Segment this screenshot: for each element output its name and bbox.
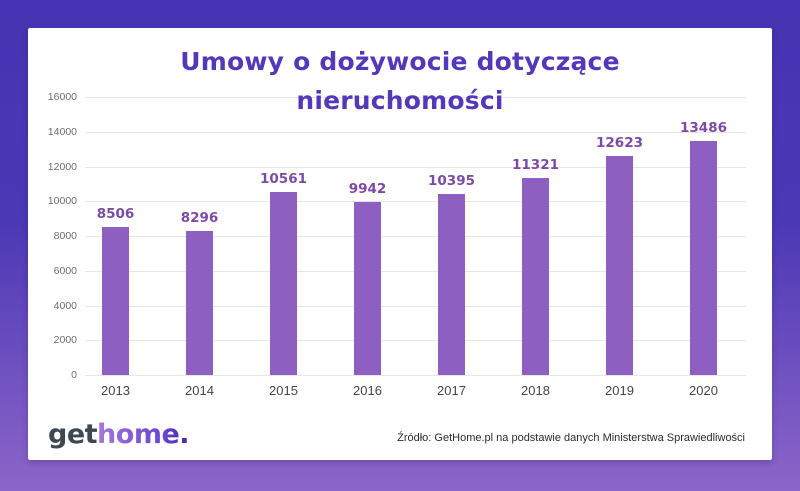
gridline-10000 [85, 201, 746, 203]
value-label-2013: 8506 [96, 206, 135, 223]
value-label-2014: 8296 [180, 209, 219, 226]
gridline-12000 [85, 166, 746, 168]
y-axis-tick-4000: 4000 [53, 299, 77, 312]
logo-get-text: get [48, 419, 98, 450]
value-label-2015: 10561 [260, 170, 307, 187]
bar-2013 [102, 227, 129, 375]
source-text: Źródło: GetHome.pl na podstawie danych M… [397, 432, 745, 444]
chart-title-line2: nieruchomości [296, 86, 504, 115]
x-axis-tick-2014: 2014 [185, 383, 214, 398]
bar-2016 [354, 202, 381, 375]
bar-2014 [186, 230, 213, 375]
x-axis-tick-2018: 2018 [521, 383, 550, 398]
y-axis-tick-16000: 16000 [47, 91, 77, 103]
bar-2018 [522, 178, 549, 375]
gethome-logo: gethome. [48, 419, 190, 450]
gridline-16000 [85, 97, 746, 98]
gridline-14000 [85, 131, 746, 133]
gridline-6000 [85, 270, 746, 272]
value-label-2019: 12623 [596, 134, 643, 151]
y-axis-tick-2000: 2000 [53, 334, 77, 347]
x-axis-tick-2017: 2017 [437, 383, 466, 398]
value-label-2017: 10395 [428, 173, 475, 190]
x-axis-tick-2019: 2019 [605, 383, 634, 398]
y-axis-tick-0: 0 [71, 369, 77, 381]
x-axis-tick-2016: 2016 [353, 383, 382, 398]
y-axis-tick-6000: 6000 [53, 264, 77, 277]
gridline-4000 [85, 305, 746, 307]
x-axis-tick-2020: 2020 [689, 383, 718, 398]
y-axis-tick-8000: 8000 [53, 230, 77, 242]
bar-2019 [606, 155, 633, 375]
chart-title: Umowy o dożywocie dotyczące nieruchomości [28, 42, 772, 120]
logo-home-text: home. [97, 419, 190, 450]
y-axis-tick-14000: 14000 [47, 125, 77, 138]
x-axis-tick-2013: 2013 [101, 383, 130, 398]
value-label-2020: 13486 [680, 119, 727, 136]
value-label-2018: 11321 [512, 157, 559, 174]
y-axis-tick-12000: 12000 [47, 160, 77, 173]
value-label-2016: 9942 [348, 181, 387, 198]
plot-area: 0 2000 4000 6000 8000 10000 12000 14000 16000 850… [48, 91, 746, 398]
gridline-2000 [85, 340, 746, 342]
x-axis-tick-2015: 2015 [269, 383, 298, 398]
gridline-8000 [85, 236, 746, 237]
y-axis-tick-10000: 10000 [47, 195, 77, 208]
chart-title-line1: Umowy o dożywocie dotyczące [180, 47, 620, 76]
gridline-0 [85, 375, 746, 376]
chart-card: 0 2000 4000 6000 8000 10000 12000 14000 16000 850… [28, 28, 772, 460]
bar-2015 [270, 191, 297, 375]
bar-2017 [438, 194, 465, 375]
bar-2020 [690, 140, 717, 375]
